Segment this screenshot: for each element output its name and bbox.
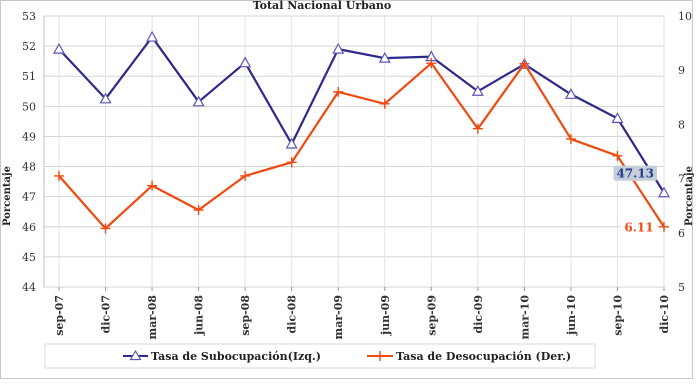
right-axis-tick-label: 9 bbox=[678, 64, 685, 77]
left-axis-tick-label: 50 bbox=[22, 100, 36, 113]
right-axis-tick-label: 10 bbox=[678, 10, 692, 23]
right-axis-tick-label: 6 bbox=[678, 227, 685, 240]
data-point-plus bbox=[379, 98, 390, 109]
data-point-plus bbox=[147, 180, 158, 191]
data-label-background bbox=[613, 165, 657, 181]
x-axis-tick-label: jun-09 bbox=[379, 295, 392, 336]
left-axis-tick-label: 45 bbox=[22, 251, 36, 264]
plot-area bbox=[43, 15, 665, 288]
data-point-triangle bbox=[332, 42, 345, 54]
data-point-plus bbox=[286, 157, 297, 168]
left-axis-ticks: 44 45 46 47 48 49 50 51 52 53 bbox=[22, 10, 36, 294]
data-point-plus bbox=[426, 58, 437, 69]
x-axis-tick-label: sep-09 bbox=[425, 295, 438, 336]
x-axis-tick-label: mar-08 bbox=[146, 295, 159, 340]
legend-triangle-marker bbox=[129, 349, 142, 361]
data-point-triangle bbox=[239, 56, 252, 68]
right-axis-title: Porcentaje bbox=[684, 166, 695, 226]
data-label-background bbox=[621, 219, 657, 235]
x-axis-tick-label: jun-10 bbox=[565, 295, 578, 336]
left-axis-tick-label: 51 bbox=[22, 70, 36, 83]
data-point-plus bbox=[333, 86, 344, 97]
legend-entry-desocupacion: Tasa de Desocupación (Der.) bbox=[367, 350, 571, 363]
legend-entry-subocupacion: Tasa de Subocupación(Izq.) bbox=[123, 349, 321, 363]
chart-title: Total Nacional Urbano bbox=[253, 0, 392, 12]
left-axis-tick-label: 46 bbox=[22, 221, 36, 234]
data-labels: 47.13 6.11 bbox=[613, 165, 657, 235]
data-point-triangle bbox=[378, 51, 391, 63]
x-axis-tick-label: dic-08 bbox=[286, 295, 299, 334]
x-axis-tick-label: dic-09 bbox=[472, 295, 485, 333]
data-point-triangle bbox=[192, 95, 205, 107]
data-point-plus bbox=[472, 123, 483, 134]
left-axis-tick-label: 44 bbox=[22, 281, 36, 294]
x-axis-tick-label: mar-09 bbox=[332, 295, 345, 339]
x-axis-tick-label: mar-10 bbox=[518, 295, 531, 340]
legend-label-desocupacion: Tasa de Desocupación (Der.) bbox=[396, 350, 571, 363]
x-axis-tick-label: sep-07 bbox=[53, 295, 66, 336]
series-layer bbox=[52, 30, 671, 234]
data-point-triangle bbox=[146, 30, 159, 42]
data-point-triangle bbox=[99, 92, 112, 104]
left-axis-tick-label: 49 bbox=[22, 130, 36, 143]
x-axis-ticks: sep-07 dic-07 mar-08 jun-08 sep-08 dic-08 mar-… bbox=[53, 295, 671, 340]
right-axis-tick-label: 7 bbox=[678, 173, 685, 186]
series-line-desocupacion bbox=[58, 62, 665, 230]
data-point-triangle bbox=[611, 112, 624, 123]
right-axis-tick-label: 5 bbox=[678, 281, 685, 294]
x-axis-tick-label: sep-08 bbox=[239, 295, 252, 336]
legend-plus-marker bbox=[375, 351, 385, 361]
data-point-plus bbox=[100, 223, 111, 234]
legend-label-subocupacion: Tasa de Subocupación(Izq.) bbox=[151, 350, 321, 363]
data-point-triangle bbox=[285, 137, 298, 149]
data-label: 6.11 bbox=[624, 220, 653, 234]
data-point-plus bbox=[659, 221, 669, 232]
right-axis-tick-label: 8 bbox=[678, 118, 685, 131]
x-axis-tick-label: sep-10 bbox=[611, 295, 624, 336]
x-axis-tick-label: dic-07 bbox=[100, 295, 113, 333]
data-point-plus bbox=[519, 58, 530, 69]
left-axis-tick-label: 47 bbox=[22, 191, 36, 204]
data-point-triangle bbox=[471, 85, 484, 96]
left-axis-title: Porcentaje bbox=[2, 166, 13, 226]
data-point-plus bbox=[193, 205, 204, 216]
data-point-triangle bbox=[657, 186, 671, 198]
data-point-plus bbox=[54, 170, 64, 181]
left-axis-tick-label: 48 bbox=[22, 161, 36, 174]
data-label: 47.13 bbox=[616, 166, 654, 180]
data-point-plus bbox=[612, 150, 623, 161]
left-axis-tick-label: 53 bbox=[22, 10, 36, 23]
data-point-plus bbox=[240, 170, 251, 181]
series-line-subocupacion bbox=[58, 35, 665, 194]
right-axis-ticks: 5 6 7 8 9 10 bbox=[678, 10, 692, 294]
x-axis-tick-label: dic-10 bbox=[658, 295, 671, 334]
data-point-plus bbox=[565, 134, 576, 145]
x-axis-tick-label: jun-08 bbox=[193, 295, 206, 336]
left-axis-tick-label: 52 bbox=[22, 40, 36, 53]
data-point-triangle bbox=[52, 42, 66, 54]
data-point-triangle bbox=[564, 88, 577, 99]
